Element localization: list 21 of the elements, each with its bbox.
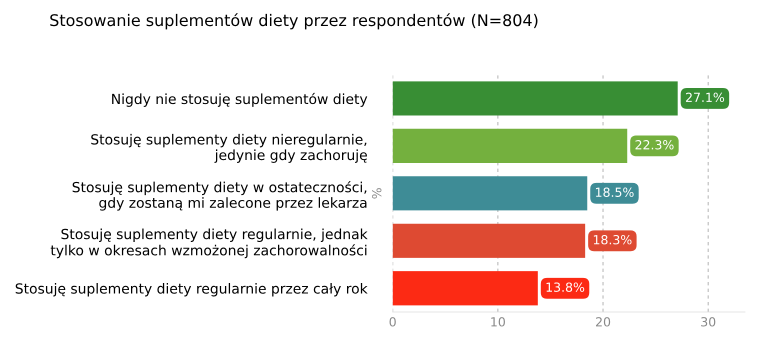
bar [392, 176, 588, 210]
bar [392, 81, 678, 116]
y-tick-label: Stosuję suplementy diety w ostateczności, gdy zostaną mi zalecone przez lekarza [72, 181, 366, 211]
data-label: 27.1% [686, 92, 724, 102]
x-tick-label: 20 [596, 317, 610, 327]
data-label: 13.8% [546, 282, 584, 292]
data-label: 18.3% [594, 234, 632, 244]
bar [392, 271, 538, 306]
bar [392, 224, 586, 258]
data-label: 18.5% [596, 188, 634, 197]
y-tick-label: Stosuję suplementy diety nieregularnie, jedynie gdy zachoruję [91, 134, 367, 163]
chart-title: Stosowanie suplementów diety przez respondentów (N=804) [50, 13, 538, 30]
y-tick-label: Stosuję suplementy diety regularnie, jednak tylko w okresach wzmożonej zachorowalności [50, 228, 368, 258]
bar [392, 128, 628, 163]
data-label: 22.3% [636, 140, 674, 150]
x-tick-label: 0 [390, 317, 396, 327]
y-tick-label: Stosuję suplementy diety regularnie przez cały rok [16, 282, 368, 296]
x-tick-label: 10 [491, 317, 505, 327]
y-tick-label: Nigdy nie stosuję suplementów diety [112, 92, 368, 107]
x-tick-label: 30 [701, 317, 716, 327]
y-axis-title: % [372, 188, 382, 199]
